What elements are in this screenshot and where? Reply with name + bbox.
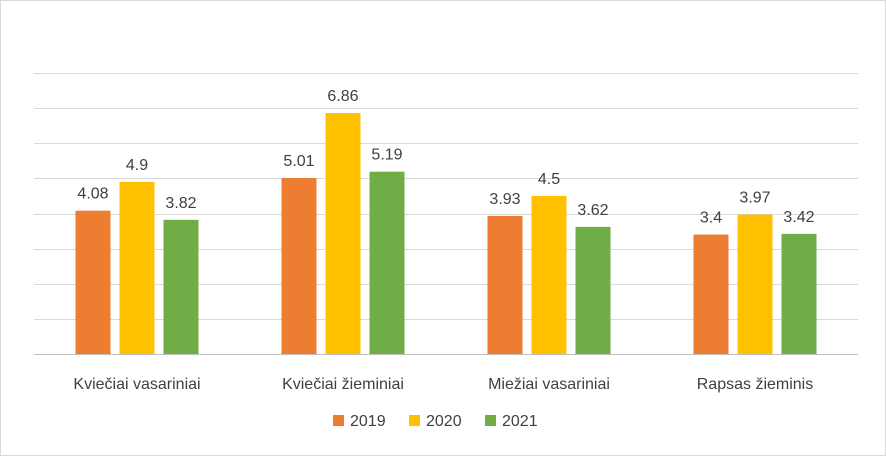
- legend-label-2019: 2019: [350, 413, 386, 430]
- data-label-2021-1: 3.82: [165, 195, 196, 212]
- data-labels: 4.08 4.9 3.82 5.01 6.86 5.19 3.93 4.5 3.62 3.4 3.9…: [77, 88, 814, 227]
- bar-2019-4: [693, 234, 729, 354]
- data-label-2020-1: 4.9: [126, 157, 148, 174]
- bar-2020-2: [325, 113, 361, 354]
- bar-2021-3: [575, 226, 611, 354]
- category-label-4: Rapsas žieminis: [697, 376, 813, 393]
- bar-2020-3: [531, 195, 567, 354]
- category-label-2: Kviečiai žieminiai: [282, 376, 404, 393]
- bar-2019-3: [487, 215, 523, 354]
- data-label-2021-2: 5.19: [371, 147, 402, 164]
- legend-label-2021: 2021: [502, 413, 538, 430]
- legend-swatch-2019: [333, 415, 344, 426]
- data-label-2019-2: 5.01: [283, 153, 314, 170]
- bars: [75, 113, 817, 354]
- legend-swatch-2021: [485, 415, 496, 426]
- data-label-2021-4: 3.42: [783, 209, 814, 226]
- bar-2021-2: [369, 171, 405, 354]
- data-label-2019-1: 4.08: [77, 186, 108, 203]
- data-label-2020-2: 6.86: [327, 88, 358, 105]
- category-label-1: Kviečiai vasariniai: [73, 376, 200, 393]
- data-label-2021-3: 3.62: [577, 202, 608, 219]
- legend-swatch-2020: [409, 415, 420, 426]
- data-label-2019-4: 3.4: [700, 210, 722, 227]
- legend-label-2020: 2020: [426, 413, 462, 430]
- data-label-2019-3: 3.93: [489, 191, 520, 208]
- bar-2019-2: [281, 178, 317, 354]
- bar-2019-1: [75, 210, 111, 354]
- legend: 2019 2020 2021: [333, 413, 538, 430]
- data-label-2020-3: 4.5: [538, 171, 560, 188]
- data-label-2020-4: 3.97: [739, 190, 770, 207]
- bar-2020-1: [119, 181, 155, 354]
- bar-2021-4: [781, 233, 817, 354]
- bar-2021-1: [163, 219, 199, 354]
- bar-2020-4: [737, 214, 773, 354]
- category-label-3: Miežiai vasariniai: [488, 376, 610, 393]
- x-axis: Kviečiai vasariniai Kviečiai žieminiai Mie…: [34, 354, 858, 393]
- gridlines: [34, 73, 858, 320]
